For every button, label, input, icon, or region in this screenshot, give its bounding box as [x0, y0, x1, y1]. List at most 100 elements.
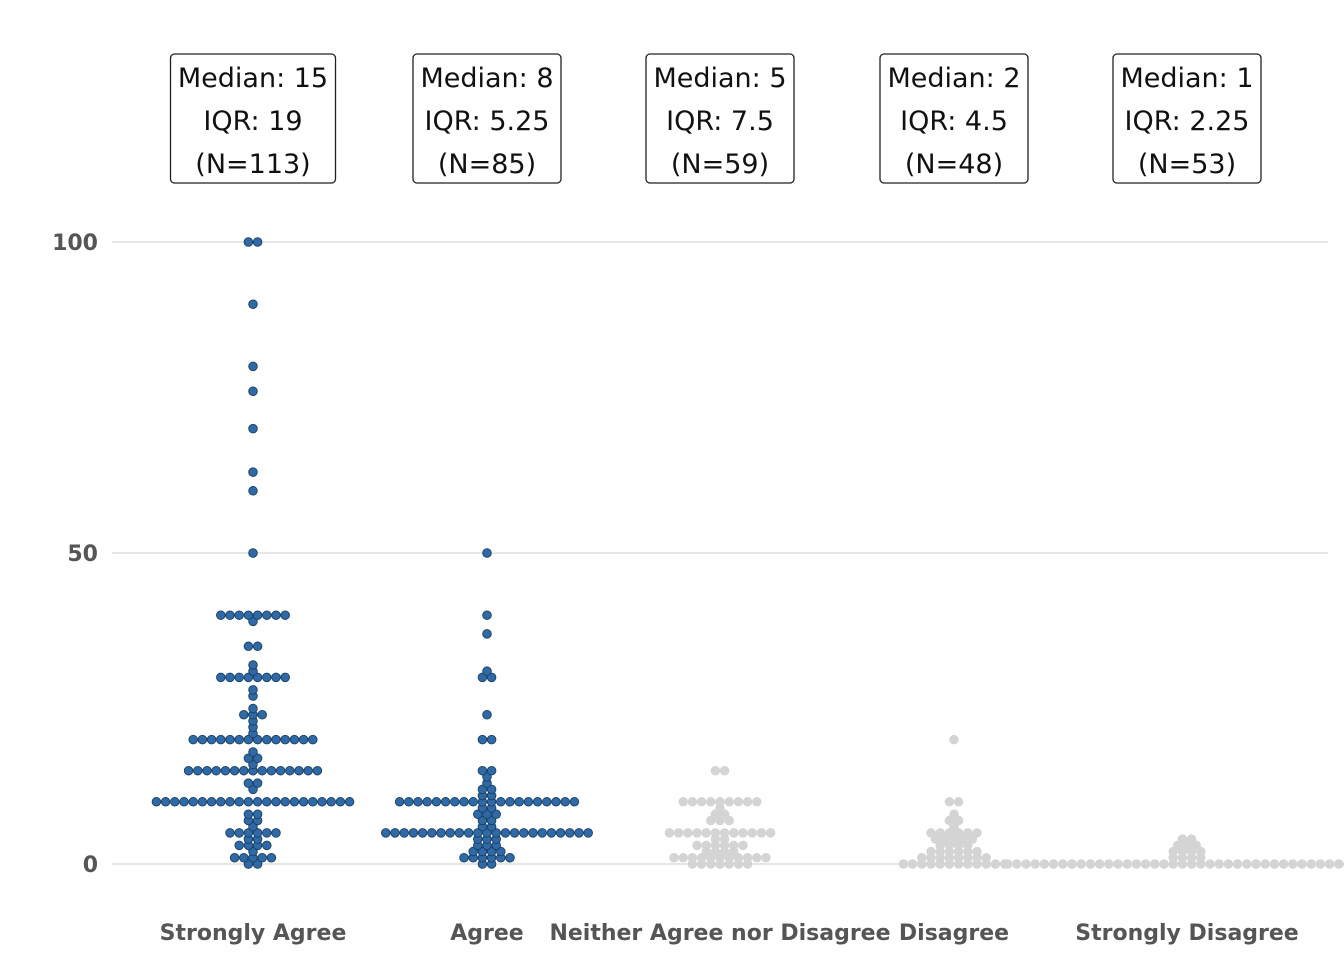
data-point — [972, 846, 982, 857]
data-point — [719, 765, 730, 776]
data-point — [664, 828, 675, 838]
x-tick-label: Strongly Disagree — [1075, 921, 1298, 946]
data-point — [551, 797, 561, 807]
data-point — [422, 797, 432, 807]
data-point — [963, 840, 973, 851]
data-point — [317, 797, 327, 807]
data-point — [486, 765, 497, 776]
stat-box-frame — [412, 53, 562, 184]
data-point — [963, 828, 973, 838]
data-point — [496, 846, 506, 857]
data-point — [243, 753, 254, 764]
data-point — [1012, 859, 1022, 869]
data-point — [252, 237, 263, 247]
data-point — [197, 734, 208, 745]
data-point — [958, 834, 968, 844]
data-point — [252, 734, 263, 745]
data-point — [170, 797, 180, 807]
data-point — [271, 828, 281, 838]
data-point — [248, 846, 258, 857]
data-point — [1177, 846, 1188, 857]
data-point — [907, 859, 918, 869]
data-point — [298, 734, 309, 745]
data-point — [514, 797, 524, 807]
data-point — [482, 666, 492, 676]
data-point — [733, 853, 744, 863]
data-point — [706, 853, 716, 863]
data-point — [574, 828, 584, 838]
data-point — [431, 797, 442, 807]
data-point — [967, 834, 978, 844]
median-label: Median: 15 — [178, 63, 328, 94]
data-point — [1182, 840, 1192, 851]
iqr-label: IQR: 4.5 — [900, 106, 1008, 137]
data-point — [248, 299, 258, 309]
data-point — [486, 734, 497, 745]
data-point — [477, 846, 488, 857]
stat-box-frame — [169, 53, 337, 184]
data-point — [944, 828, 955, 838]
data-point — [482, 610, 492, 620]
data-point — [1140, 859, 1151, 869]
data-point — [752, 853, 762, 863]
data-point — [1278, 859, 1289, 869]
data-point — [243, 672, 254, 683]
data-point — [308, 734, 318, 745]
data-point — [949, 809, 959, 819]
data-point — [262, 840, 272, 851]
data-point — [696, 853, 707, 863]
data-point — [459, 797, 469, 807]
data-point — [468, 846, 478, 857]
stat-box: Median: 15 IQR: 19 (N=113) — [169, 53, 337, 184]
data-point — [926, 846, 936, 857]
data-point — [546, 828, 557, 838]
data-point — [1039, 859, 1050, 869]
data-point — [280, 672, 290, 683]
data-point — [1232, 859, 1243, 869]
data-point — [225, 797, 235, 807]
data-point — [335, 797, 346, 807]
data-point — [926, 828, 936, 838]
median-label: Median: 2 — [887, 63, 1020, 94]
n-label: (N=113) — [195, 149, 310, 180]
data-point — [701, 840, 711, 851]
data-point — [216, 797, 226, 807]
data-point — [1048, 859, 1059, 869]
data-point — [935, 828, 945, 838]
x-axis: Strongly Agree Agree Neither Agree nor Dis… — [160, 921, 1299, 946]
y-tick-label: 100 — [52, 231, 98, 256]
data-point — [729, 840, 739, 851]
data-point — [733, 797, 744, 807]
data-point — [220, 765, 231, 776]
data-point — [696, 797, 707, 807]
data-point — [944, 840, 955, 851]
data-point — [262, 610, 272, 620]
n-label: (N=48) — [905, 149, 1003, 180]
data-point — [1196, 846, 1206, 857]
data-point — [528, 828, 538, 838]
data-point — [1297, 859, 1307, 869]
data-point — [239, 765, 249, 776]
data-point — [523, 797, 534, 807]
data-point — [252, 859, 263, 869]
data-point — [243, 778, 254, 788]
data-point — [701, 828, 711, 838]
stat-box: Median: 1 IQR: 2.25 (N=53) — [1112, 53, 1262, 184]
data-point — [266, 853, 277, 863]
data-point — [275, 765, 286, 776]
x-tick-label: Strongly Agree — [160, 921, 347, 946]
data-point — [193, 765, 203, 776]
data-point — [742, 853, 753, 863]
data-point — [761, 853, 771, 863]
data-point — [482, 772, 492, 782]
data-point — [542, 797, 552, 807]
data-point — [486, 672, 497, 683]
data-point — [257, 853, 267, 863]
data-point — [271, 672, 281, 683]
data-point — [1159, 859, 1169, 869]
data-point — [724, 853, 734, 863]
data-point — [229, 765, 240, 776]
data-point — [692, 828, 702, 838]
data-point — [262, 797, 272, 807]
data-point — [239, 709, 249, 720]
